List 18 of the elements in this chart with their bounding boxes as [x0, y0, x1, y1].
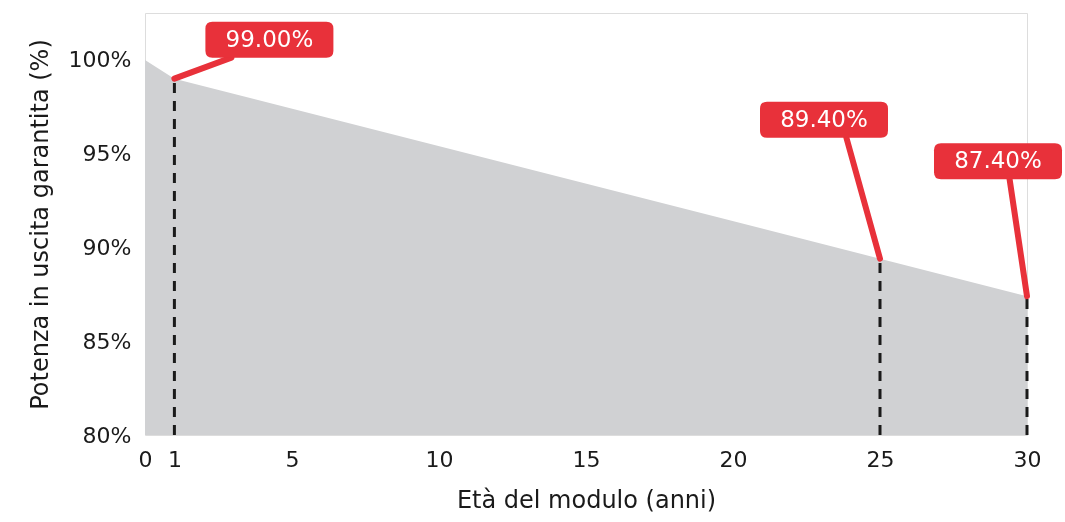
y-tick-label: 85% [82, 328, 132, 354]
annotation: 87.40% [954, 147, 1042, 174]
x-tick-label: 1 [167, 446, 182, 472]
x-tick-label: 5 [285, 446, 300, 472]
y-tick-label: 80% [82, 422, 132, 448]
x-tick-label: 0 [138, 446, 153, 472]
x-tick-label: 10 [425, 446, 454, 472]
x-axis-title: Età del modulo (anni) [456, 485, 717, 514]
y-axis-title: Potenza in uscita garantita (%) [25, 39, 54, 410]
y-tick-label: 90% [82, 234, 132, 260]
x-tick-label: 20 [719, 446, 748, 472]
x-tick-label: 15 [572, 446, 601, 472]
y-tick-label: 100% [68, 47, 132, 73]
x-tick-label: 30 [1013, 446, 1042, 472]
annotation: 99.00% [225, 25, 314, 52]
x-tick-label: 25 [866, 446, 895, 472]
y-tick-label: 95% [82, 141, 132, 167]
annotation: 89.40% [780, 105, 868, 132]
